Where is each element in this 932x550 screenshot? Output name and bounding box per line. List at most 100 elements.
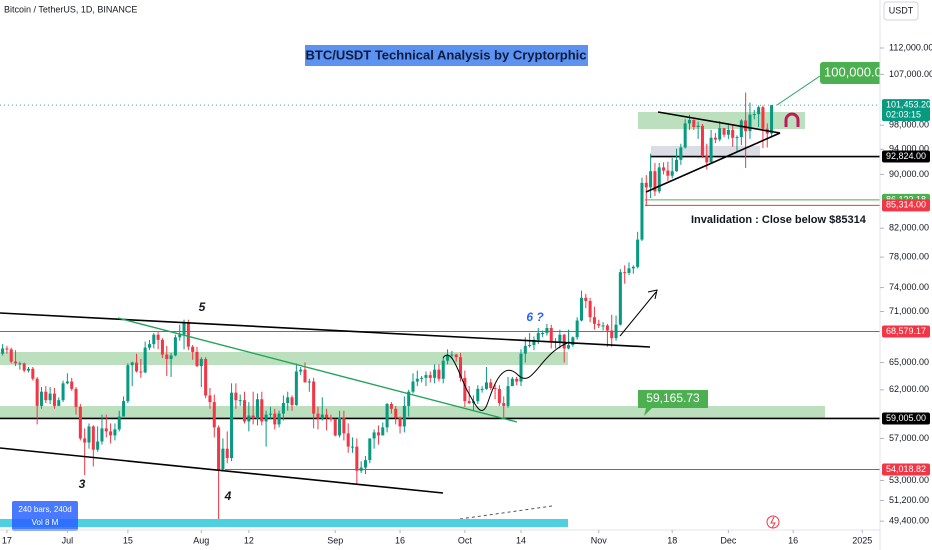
price-tag-label: 86,122.18 bbox=[886, 194, 926, 204]
candle-body bbox=[428, 375, 432, 378]
candle-body bbox=[722, 128, 726, 135]
candle-body bbox=[610, 330, 614, 339]
candle-body bbox=[359, 467, 363, 471]
currency-box bbox=[883, 1, 919, 21]
candle-body bbox=[44, 391, 48, 401]
price-axis bbox=[880, 0, 932, 550]
candle-body bbox=[752, 114, 756, 116]
candle-body bbox=[493, 387, 497, 389]
price-tag-label: 85,314.00 bbox=[886, 200, 926, 210]
candle-body bbox=[376, 432, 380, 436]
x-tick-label: 17 bbox=[2, 535, 12, 545]
candle-body bbox=[631, 266, 635, 269]
candle-body bbox=[489, 382, 493, 388]
x-tick-label: Jul bbox=[62, 535, 74, 545]
candle-body bbox=[182, 323, 186, 335]
candle-body bbox=[251, 415, 255, 419]
x-tick-label: 15 bbox=[123, 535, 133, 545]
candle-body bbox=[739, 120, 743, 138]
candle-body bbox=[567, 345, 571, 349]
zones bbox=[0, 112, 825, 419]
candle-body bbox=[700, 125, 704, 156]
candle-body bbox=[515, 378, 519, 382]
candle-body bbox=[186, 323, 190, 347]
candle-body bbox=[104, 428, 108, 432]
candle-body bbox=[683, 123, 687, 148]
price-tag bbox=[882, 99, 930, 122]
candle-body bbox=[9, 349, 13, 362]
candle-body bbox=[87, 426, 91, 443]
candle-body bbox=[320, 414, 324, 419]
candle-body bbox=[5, 348, 9, 350]
candle-body bbox=[27, 368, 31, 371]
trendline bbox=[0, 447, 444, 494]
candle-body bbox=[52, 393, 56, 406]
consolidation-zone bbox=[651, 146, 760, 157]
candle-body bbox=[65, 381, 69, 384]
candle-body bbox=[342, 417, 346, 434]
candle-body bbox=[657, 167, 661, 192]
candle-body bbox=[368, 438, 372, 461]
candle-body bbox=[260, 399, 264, 422]
bars-count: 240 bars, 240d bbox=[18, 505, 71, 514]
y-tick-label: 82,000.00 bbox=[889, 223, 929, 233]
price-tag-label: 92,824.00 bbox=[886, 151, 926, 161]
candle-body bbox=[636, 239, 640, 267]
candle-body bbox=[519, 353, 523, 382]
y-tick-label: 65,000.00 bbox=[889, 357, 929, 367]
candle-body bbox=[653, 171, 657, 192]
candle-body bbox=[748, 114, 752, 132]
candle-body bbox=[726, 129, 730, 135]
candle-body bbox=[666, 170, 670, 176]
candle-body bbox=[268, 413, 272, 415]
candle-body bbox=[312, 381, 316, 414]
candle-body bbox=[212, 402, 216, 428]
candle-body bbox=[523, 345, 527, 354]
y-tick-label: 112,000.00 bbox=[889, 42, 932, 52]
bars-box bbox=[12, 501, 78, 531]
y-tick-label: 107,000.00 bbox=[889, 69, 932, 79]
candle-body bbox=[692, 119, 696, 127]
candle-body bbox=[100, 428, 104, 442]
candle-body bbox=[78, 406, 82, 439]
candle-body bbox=[195, 351, 199, 367]
candle-body bbox=[584, 297, 588, 302]
candle-body bbox=[338, 417, 342, 436]
candle-body bbox=[744, 120, 748, 132]
candle-body bbox=[398, 417, 402, 427]
candle-body bbox=[588, 301, 592, 318]
x-tick-label: Oct bbox=[458, 535, 473, 545]
candle-body bbox=[433, 369, 437, 378]
triangle-line bbox=[657, 111, 781, 134]
price-tag bbox=[882, 325, 930, 338]
candle-body bbox=[299, 369, 303, 372]
candle-body bbox=[592, 317, 596, 324]
candle-body bbox=[571, 337, 575, 346]
candle-body bbox=[614, 324, 618, 339]
candle-body bbox=[74, 388, 78, 407]
candle-body bbox=[351, 446, 355, 448]
invalidation-note: Invalidation : Close below $85314 bbox=[691, 214, 867, 226]
candle-body bbox=[39, 391, 43, 406]
candle-body bbox=[545, 328, 549, 334]
candle-body bbox=[18, 363, 22, 365]
candle-body bbox=[463, 377, 467, 402]
wave-label: 4 bbox=[224, 489, 232, 503]
candle-body bbox=[601, 325, 605, 327]
candle-body bbox=[497, 388, 501, 404]
candle-body bbox=[757, 107, 761, 115]
price-tag bbox=[882, 412, 930, 425]
candle-body bbox=[705, 155, 709, 163]
x-tick-label: Sep bbox=[327, 535, 343, 545]
x-tick-label: 14 bbox=[516, 535, 526, 545]
candle-body bbox=[389, 403, 393, 409]
callout-text: 100,000.00 bbox=[824, 64, 889, 79]
candle-body bbox=[264, 414, 268, 422]
candle-body bbox=[147, 344, 151, 348]
x-tick-label: 16 bbox=[395, 535, 405, 545]
candle-body bbox=[208, 395, 212, 403]
chart-title: BTC/USDT Technical Analysis by Cryptorph… bbox=[306, 47, 587, 62]
price-tag bbox=[882, 463, 930, 476]
volume-bar bbox=[0, 519, 568, 527]
